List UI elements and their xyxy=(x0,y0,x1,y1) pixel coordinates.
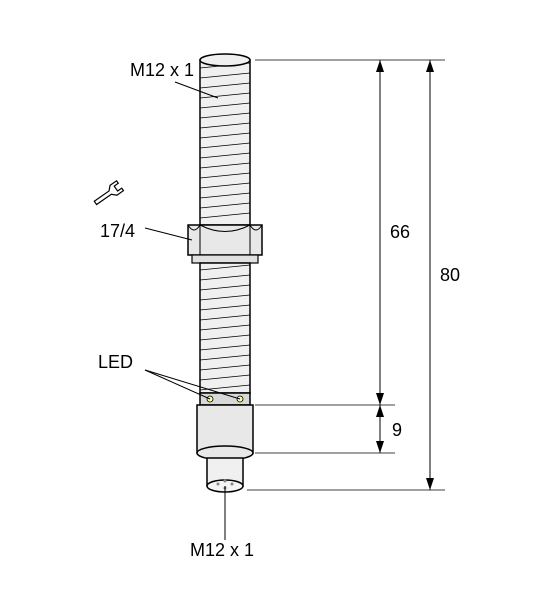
sensor-lower-body xyxy=(200,263,250,393)
led-label: LED xyxy=(98,352,133,373)
connector-body xyxy=(197,405,253,460)
dim-connector-label: 9 xyxy=(392,420,402,441)
dim-body-label: 66 xyxy=(390,222,410,243)
thread-top-label: M12 x 1 xyxy=(130,60,194,81)
wrench-size-label: 17/4 xyxy=(100,221,135,242)
technical-diagram: M12 x 1 17/4 LED M12 x 1 66 80 9 xyxy=(0,0,549,590)
wrench-icon xyxy=(92,181,123,208)
dimension-lines xyxy=(247,60,445,490)
dim-total-label: 80 xyxy=(440,265,460,286)
hex-nut xyxy=(188,225,262,263)
thread-bottom-label: M12 x 1 xyxy=(190,540,254,561)
sensor-upper-body xyxy=(200,54,250,225)
sensor-drawing xyxy=(0,0,549,590)
